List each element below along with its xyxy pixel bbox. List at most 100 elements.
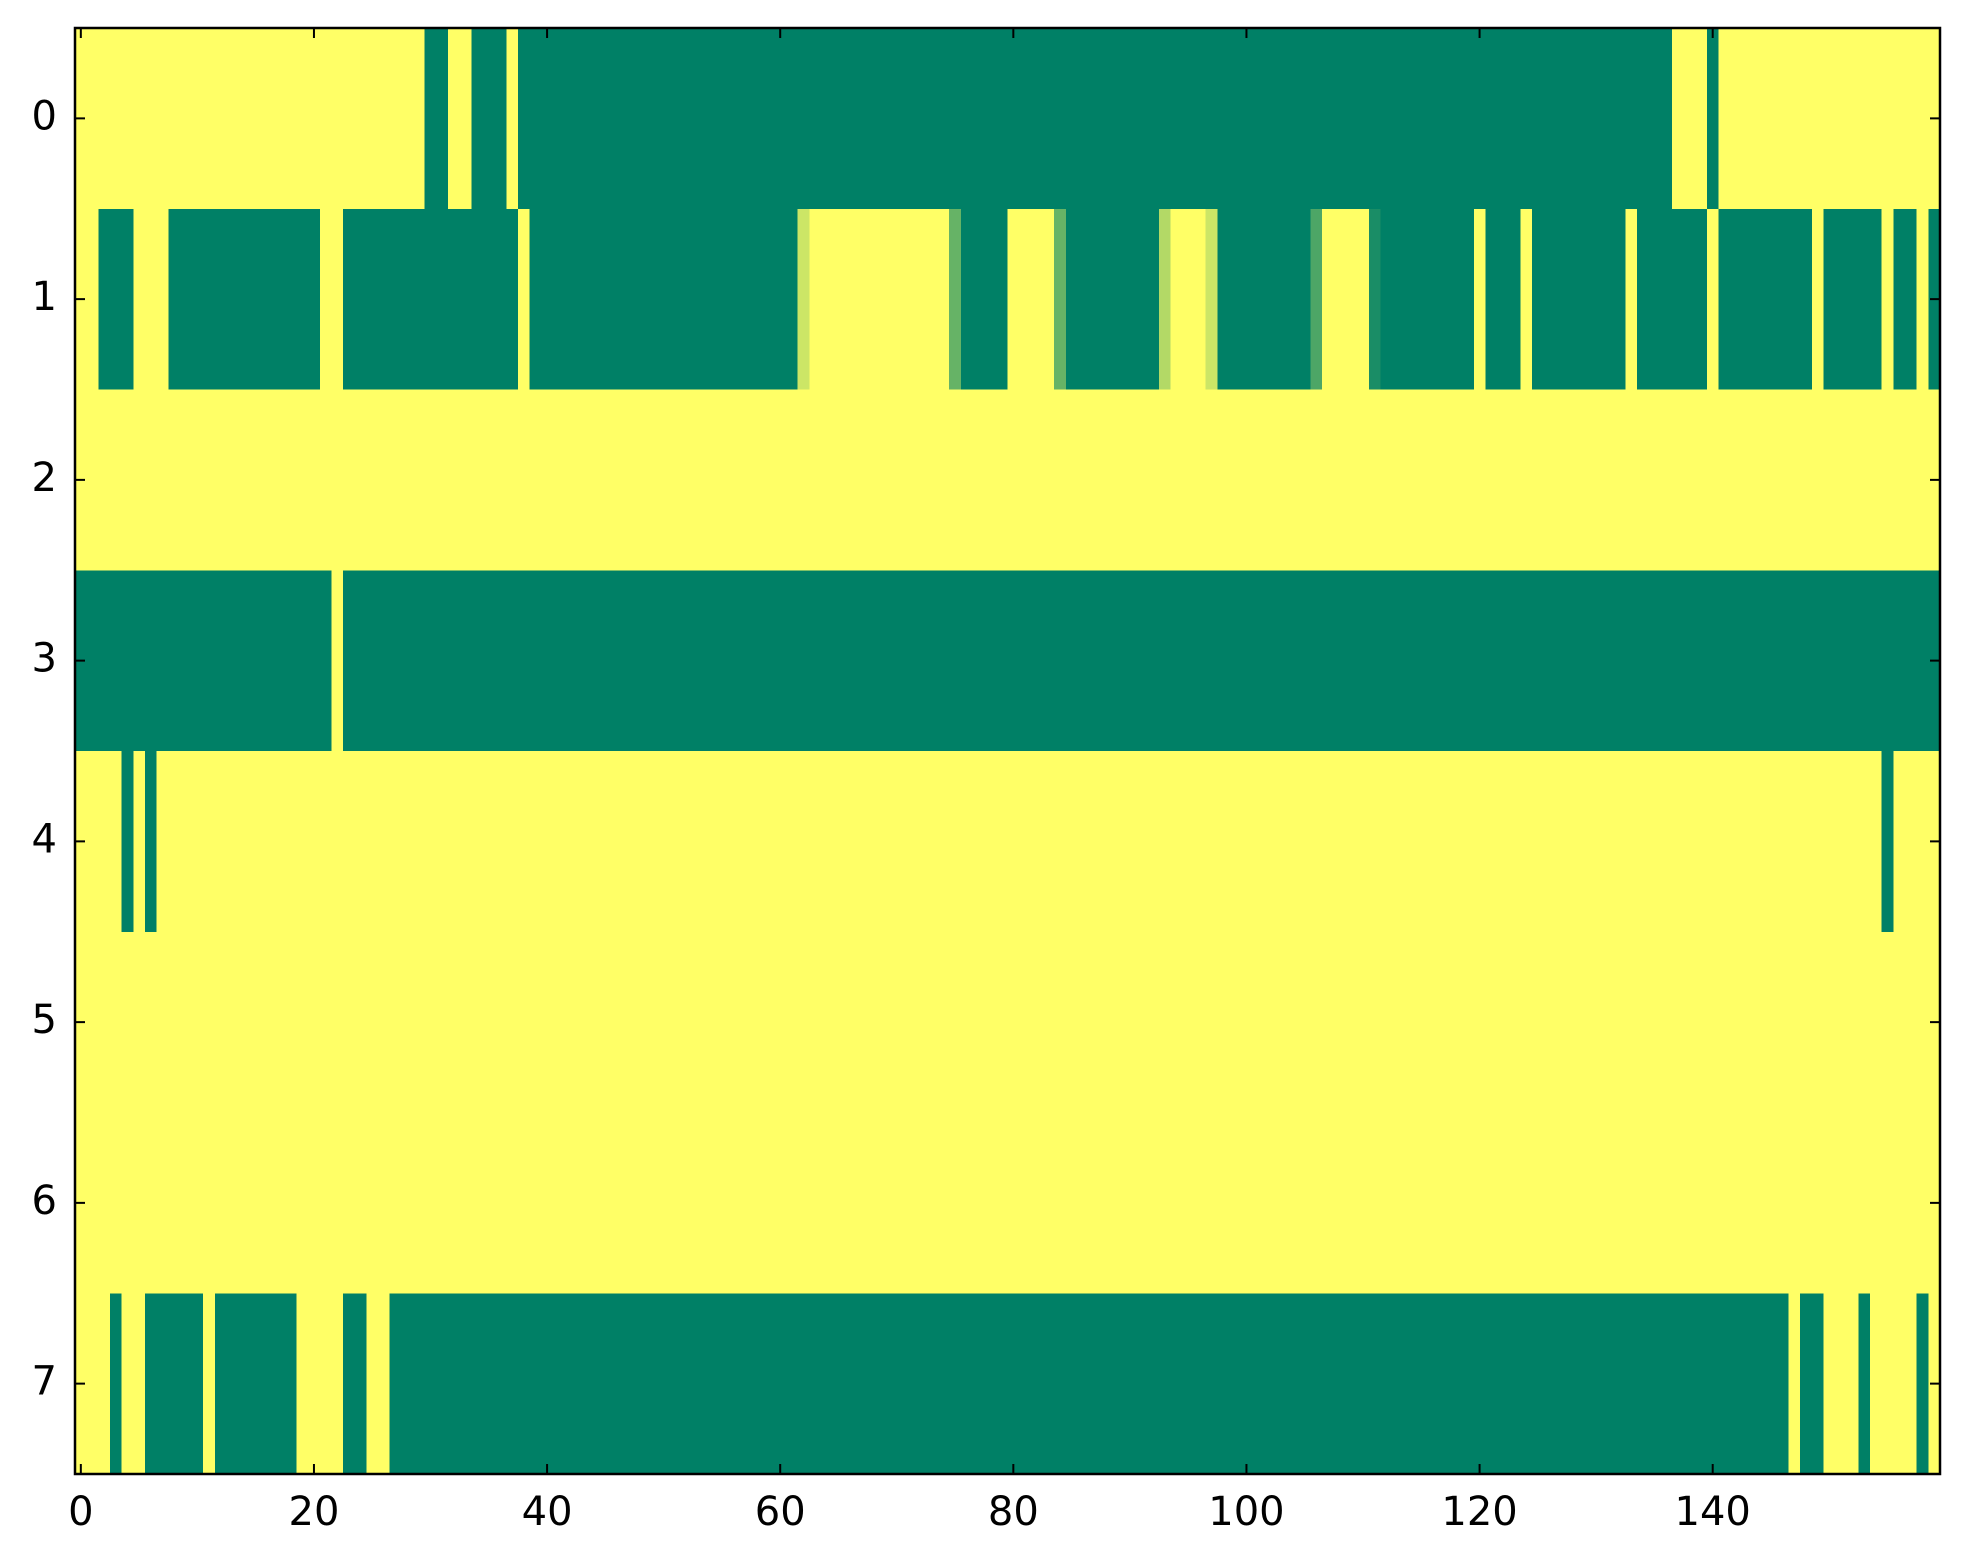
cell (681, 931, 694, 1114)
cell (1089, 1112, 1102, 1294)
cell (1403, 208, 1417, 391)
cell (669, 1293, 682, 1475)
cell (1811, 751, 1825, 933)
cell (1905, 1112, 1918, 1294)
cell (308, 570, 321, 752)
cell (482, 208, 496, 391)
cell (1322, 389, 1335, 571)
cell (261, 570, 274, 752)
cell (1182, 931, 1195, 1114)
cell (319, 931, 333, 1114)
cell (1578, 1112, 1591, 1294)
cell (1730, 1293, 1743, 1475)
cell (1112, 1293, 1125, 1475)
cell (1415, 570, 1428, 752)
cell (832, 28, 845, 210)
cell (1392, 208, 1405, 391)
cell (1322, 931, 1335, 1114)
cell (855, 931, 869, 1114)
cell (1858, 389, 1871, 571)
cell (646, 1293, 659, 1475)
cell (459, 389, 472, 571)
cell (727, 931, 741, 1114)
cell (1019, 28, 1032, 210)
cell (1310, 751, 1323, 933)
cell (832, 1112, 845, 1294)
cell (1788, 208, 1801, 391)
cell (1601, 751, 1615, 933)
cell (1194, 389, 1207, 571)
cell (1706, 28, 1720, 210)
cell (389, 1112, 402, 1294)
cell (1683, 208, 1696, 391)
cell (1730, 931, 1743, 1114)
cell (1508, 1293, 1521, 1475)
cell (1333, 570, 1347, 752)
cell (354, 28, 368, 210)
x-tick-label: 40 (522, 1489, 573, 1535)
cell (587, 570, 601, 752)
cell (1240, 1293, 1253, 1475)
cell (576, 1112, 589, 1294)
cell (1089, 751, 1102, 933)
cell (1718, 1112, 1731, 1294)
cell (1870, 389, 1883, 571)
cell (1135, 208, 1148, 391)
cell (378, 28, 391, 210)
cell (1671, 751, 1685, 933)
cell (1567, 570, 1580, 752)
cell (261, 751, 274, 933)
cell (517, 28, 531, 210)
cell (1380, 389, 1393, 571)
cell (109, 570, 123, 752)
cell (144, 1112, 158, 1294)
cell (1065, 389, 1079, 571)
cell (1811, 931, 1825, 1114)
cell (576, 208, 589, 391)
cell (914, 208, 927, 391)
cell (109, 389, 123, 571)
cell (226, 208, 239, 391)
cell (1030, 751, 1044, 933)
cell (1485, 751, 1498, 933)
cell (1858, 570, 1871, 752)
cell (1881, 751, 1894, 933)
cell (366, 1112, 379, 1294)
cell (599, 1293, 612, 1475)
cell (960, 570, 974, 752)
cell (564, 570, 577, 752)
cell (459, 28, 472, 210)
cell (1089, 570, 1102, 752)
cell (1357, 570, 1370, 752)
cell (1660, 389, 1673, 571)
cell (1100, 389, 1114, 571)
cell (1846, 389, 1860, 571)
cell (1240, 570, 1253, 752)
cell (261, 28, 274, 210)
cell (972, 751, 985, 933)
cell (86, 1293, 99, 1475)
cell (1846, 751, 1860, 933)
cell (1427, 1293, 1440, 1475)
cell (1823, 389, 1836, 571)
cell (1182, 28, 1195, 210)
cell (226, 1112, 239, 1294)
cell (1333, 931, 1347, 1114)
cell (541, 389, 554, 571)
cell (995, 570, 1009, 752)
cell (552, 208, 566, 391)
cell (1194, 931, 1207, 1114)
cell (1019, 570, 1032, 752)
cell (925, 1112, 939, 1294)
cell (436, 751, 449, 933)
cell (552, 28, 566, 210)
cell (214, 931, 228, 1114)
cell (529, 208, 542, 391)
cell (739, 1112, 752, 1294)
cell (739, 208, 752, 391)
cell (716, 28, 729, 210)
cell (1252, 208, 1265, 391)
cell (692, 751, 706, 933)
cell (1905, 208, 1918, 391)
cell (984, 389, 997, 571)
